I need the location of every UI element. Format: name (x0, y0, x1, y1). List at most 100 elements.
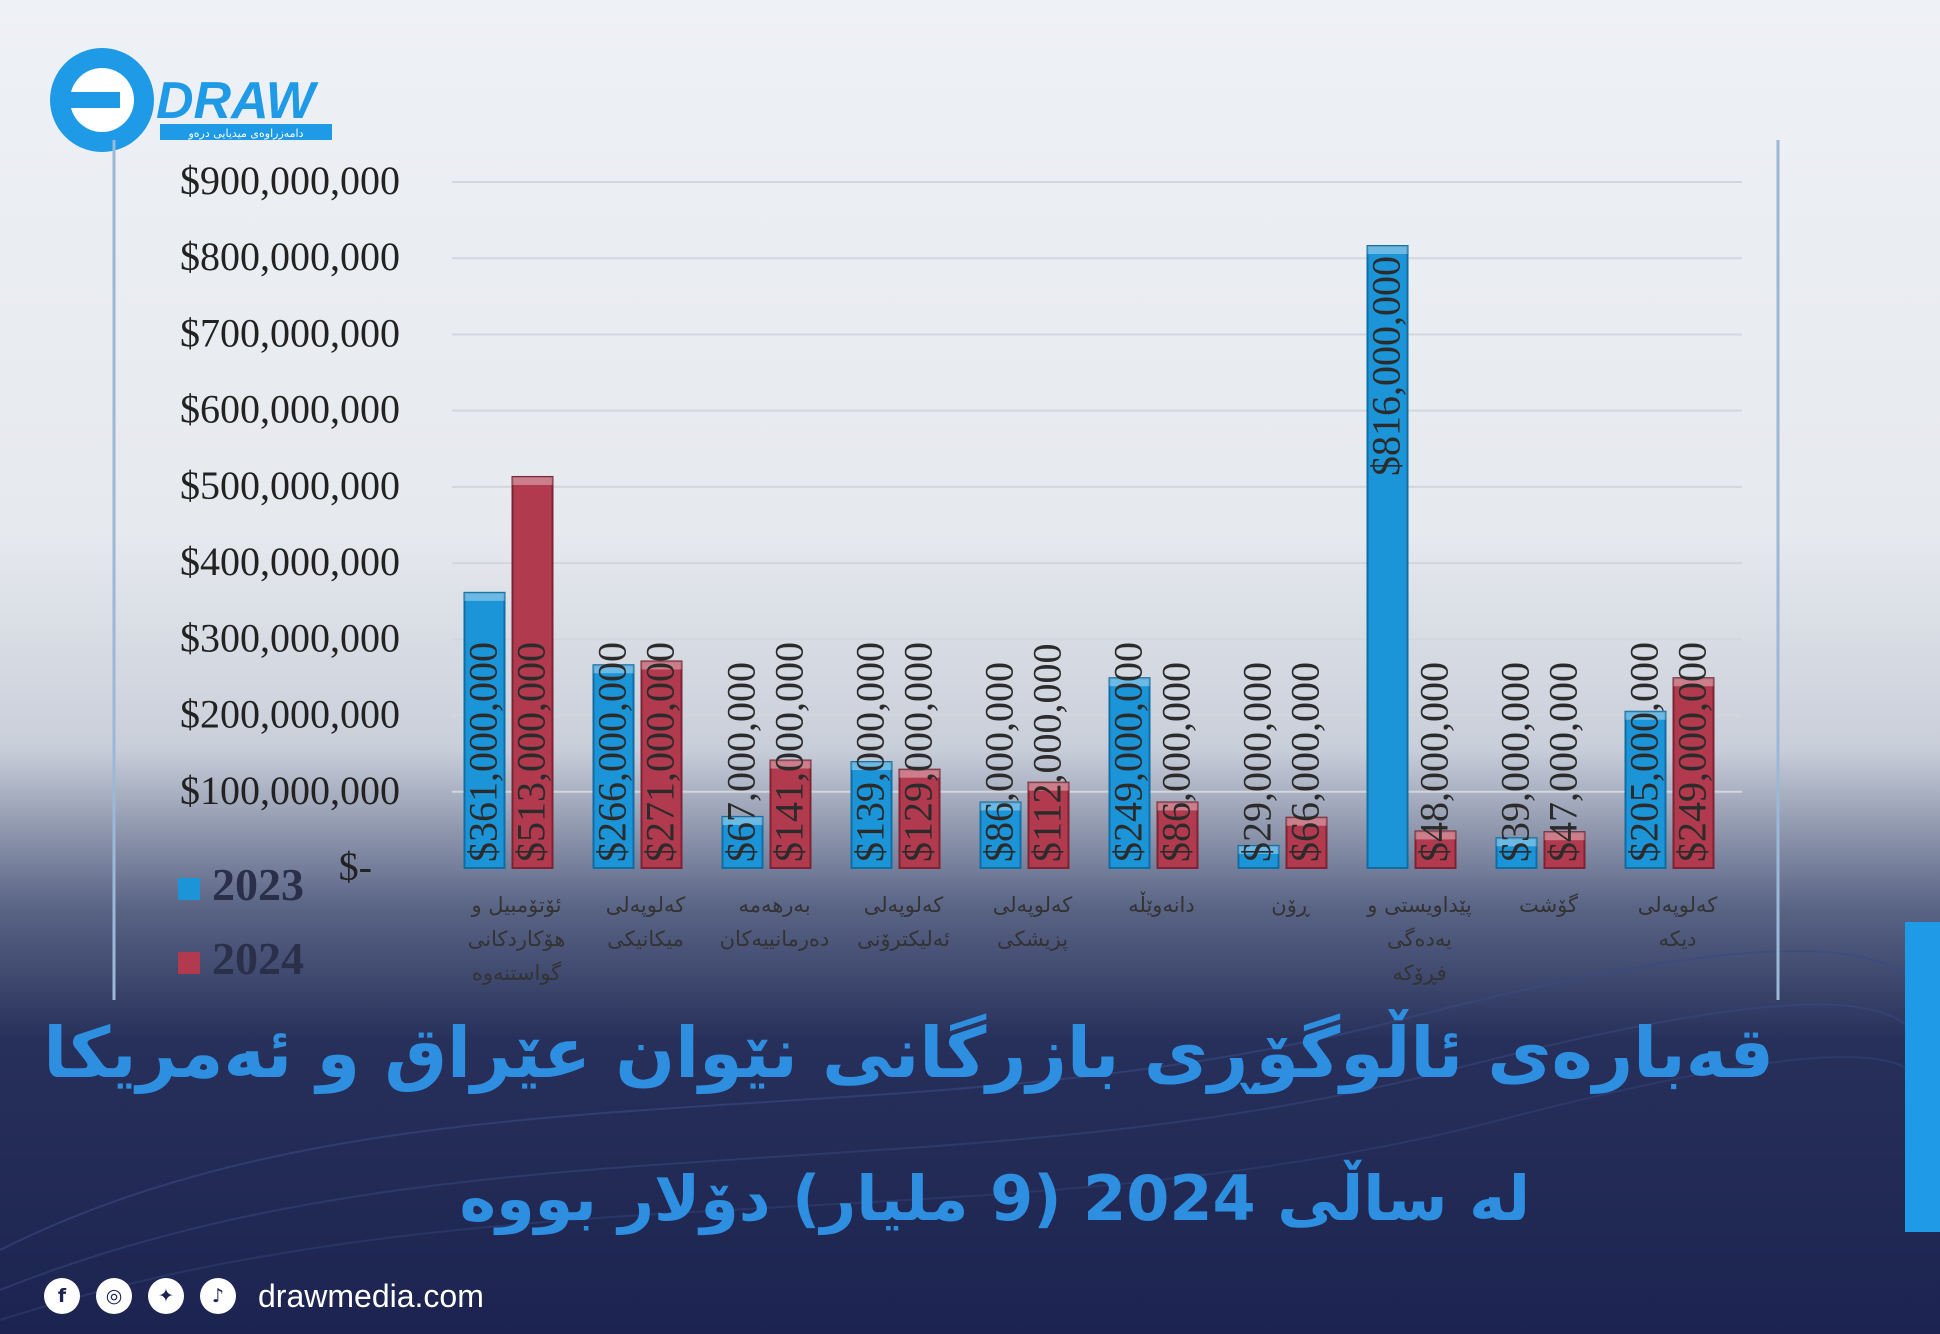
bar-2024 (769, 759, 812, 870)
bar-highlight (512, 476, 553, 485)
y-tick-label: $800,000,000 (180, 234, 400, 279)
bar-2023 (1624, 710, 1667, 869)
brand-logo: DRAW دامەزراوەی میدیایی درەو (48, 44, 338, 156)
bar-highlight (1028, 782, 1069, 791)
bar-value-label: $513,000,000 (509, 642, 554, 862)
legend-label-2024: 2024 (212, 933, 304, 984)
logo-tagline: دامەزراوەی میدیایی درەو (187, 127, 303, 140)
bar-value-label: $47,000,000 (1541, 662, 1586, 862)
x-category-label: دانەوێڵە (1128, 891, 1195, 917)
bar-highlight (899, 769, 940, 778)
x-category-label: کەلوپەلی (864, 893, 944, 917)
bar-value-label: $129,000,000 (896, 642, 941, 862)
bar-2023 (1495, 837, 1538, 869)
x-category-label: پزیشکی (997, 927, 1068, 951)
bar-2024 (640, 660, 683, 870)
y-tick-label: $400,000,000 (180, 539, 400, 584)
website-link[interactable]: drawmedia.com (258, 1277, 484, 1314)
bar-2024 (1543, 831, 1586, 869)
y-tick-label: $200,000,000 (180, 692, 400, 737)
x-category-label: فڕۆکە (1392, 961, 1446, 985)
logo-graphic: DRAW دامەزراوەی میدیایی درەو (50, 48, 332, 152)
bar-value-label: $205,000,000 (1622, 642, 1667, 862)
bar-value-label: $266,000,000 (590, 642, 635, 862)
y-tick-label: $300,000,000 (180, 615, 400, 660)
bar-value-label: $141,000,000 (767, 642, 812, 862)
bar-highlight (1673, 678, 1714, 687)
legend-swatch-2023 (178, 878, 200, 900)
x-category-label: کەلوپەلی (606, 893, 686, 917)
bar-2023 (1366, 245, 1409, 869)
bar-2023 (1237, 844, 1280, 870)
bar-value-label: $29,000,000 (1235, 662, 1280, 862)
footer: f ◎ ✦ ♪ drawmedia.com (44, 1274, 484, 1318)
accent-bar (1905, 922, 1940, 1232)
bar-labels: $361,000,000 $266,000,000 $67,000,000 $139,… (461, 256, 1715, 862)
x-category-label: ئۆتۆمبیل و (470, 893, 561, 917)
y-axis-ticks: $- $100,000,000 $200,000,000 $300,000,000 $4… (180, 158, 400, 889)
bar-2023 (592, 664, 635, 870)
bar-highlight (1544, 832, 1585, 841)
legend: 2023 2024 (178, 859, 304, 984)
y-tick-label: $600,000,000 (180, 387, 400, 432)
bar-value-label: $48,000,000 (1412, 662, 1457, 862)
x-category-label: کەلوپەلی (1638, 893, 1718, 917)
bar-value-label: $39,000,000 (1493, 662, 1538, 862)
bar-highlight (1496, 838, 1537, 847)
x-category-label: بەرهەمە (738, 893, 810, 917)
x-axis-labels: ئۆتۆمبیل و هۆکاردکانی گواستنەوە کەلوپەلی میک… (468, 891, 1718, 985)
bar-value-label: $67,000,000 (719, 662, 764, 862)
headline-line-1: قەبارەی ئاڵوگۆڕی بازرگانی نێوان عێراق و … (43, 1012, 1774, 1094)
bar-value-label: $86,000,000 (977, 662, 1022, 862)
bar-2024 (1156, 801, 1199, 870)
bar-highlight (1286, 817, 1327, 826)
bar-value-label: $66,000,000 (1283, 662, 1328, 862)
x-category-label: یەدەگی (1387, 927, 1452, 951)
bar-2024 (1027, 781, 1070, 869)
twitter-icon[interactable]: ✦ (148, 1278, 184, 1314)
bar-highlight (593, 665, 634, 674)
bar-value-label: $249,000,000 (1106, 642, 1151, 862)
bar-highlight (770, 760, 811, 769)
bar-2023 (463, 591, 506, 869)
bar-value-label: $271,000,000 (638, 642, 683, 862)
y-tick-label: $- (339, 844, 372, 889)
bar-value-label: $816,000,000 (1364, 256, 1409, 476)
y-tick-label: $100,000,000 (180, 768, 400, 813)
chart-frame (112, 140, 1780, 1000)
bar-value-label: $86,000,000 (1154, 662, 1199, 862)
bar-2024 (1672, 677, 1715, 869)
x-category-label: هۆکاردکانی (468, 927, 566, 951)
instagram-icon[interactable]: ◎ (96, 1278, 132, 1314)
bar-highlight (722, 816, 763, 825)
y-tick-label: $500,000,000 (180, 463, 400, 508)
x-category-label: ڕۆن (1271, 893, 1311, 917)
bar-value-label: $249,000,000 (1670, 642, 1715, 862)
bar-2024 (898, 768, 941, 870)
x-category-label: دەرمانییەکان (720, 927, 830, 951)
bar-2023 (979, 801, 1022, 870)
bar-highlight (1367, 246, 1408, 255)
bar-highlight (1238, 845, 1279, 854)
tiktok-icon[interactable]: ♪ (200, 1278, 236, 1314)
logo-text: DRAW (156, 72, 319, 130)
bar-highlight (1109, 678, 1150, 687)
bar-value-label: $112,000,000 (1025, 643, 1070, 862)
legend-swatch-2024 (178, 952, 200, 974)
x-category-label: گۆشت (1519, 893, 1578, 917)
bar-highlight (1157, 802, 1198, 811)
bar-2024 (511, 475, 554, 869)
bar-2023 (1108, 677, 1151, 869)
x-category-label: پێداویستی و (1366, 893, 1472, 917)
facebook-icon[interactable]: f (44, 1278, 80, 1314)
x-category-label: ئەلیکترۆنی (857, 927, 950, 951)
headline-line-2: لە ساڵی 2024 (9 ملیار) دۆلار بووە (459, 1162, 1530, 1235)
bar-highlight (851, 762, 892, 771)
bars (463, 245, 1715, 870)
x-category-label: کەلوپەلی (993, 893, 1073, 917)
y-tick-label: $700,000,000 (180, 310, 400, 355)
bar-highlight (980, 802, 1021, 811)
x-category-label: دیکە (1658, 927, 1696, 951)
bar-2024 (1414, 830, 1457, 869)
